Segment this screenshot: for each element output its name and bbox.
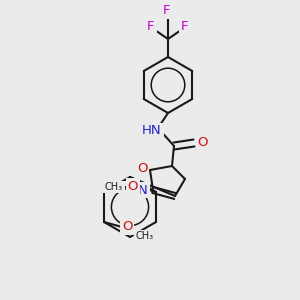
Text: O: O <box>137 163 147 176</box>
Text: F: F <box>181 20 189 34</box>
Text: F: F <box>163 4 171 17</box>
Text: O: O <box>128 179 138 193</box>
Text: O: O <box>122 220 132 233</box>
Text: CH₃: CH₃ <box>105 182 123 192</box>
Text: CH₃: CH₃ <box>136 231 154 241</box>
Text: N: N <box>138 184 148 196</box>
Text: HN: HN <box>142 124 162 137</box>
Text: O: O <box>198 136 208 149</box>
Text: F: F <box>147 20 155 34</box>
